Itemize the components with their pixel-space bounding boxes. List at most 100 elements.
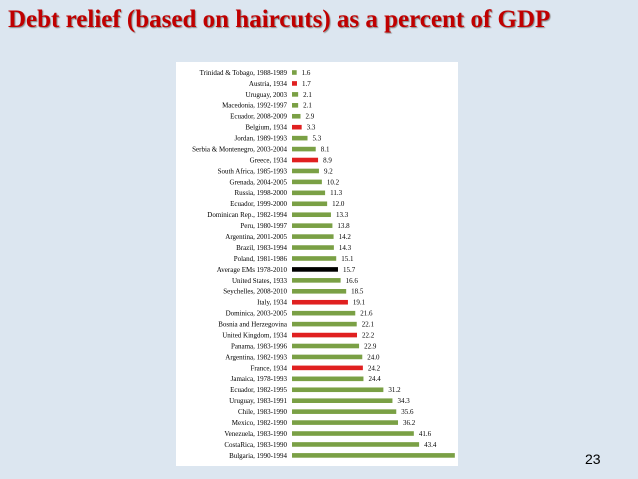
category-label: Italy, 1934 (257, 299, 287, 307)
value-label: 15.7 (343, 266, 356, 274)
bar (292, 146, 316, 152)
category-label: Macedonia, 1992-1997 (222, 102, 287, 110)
bar (292, 92, 299, 97)
category-label: Jordan, 1989-1993 (235, 135, 288, 143)
category-label: Argentina, 1982-1993 (225, 353, 287, 361)
category-label: Average EMs 1978-2010 (217, 266, 288, 274)
category-label: Serbia & Montenegro, 2003-2004 (192, 145, 287, 153)
category-label: Mexico, 1982-1990 (232, 419, 288, 427)
bar (292, 376, 364, 382)
value-label: 35.6 (401, 408, 414, 416)
category-label: United Kingdom, 1934 (222, 331, 287, 339)
bar (292, 431, 414, 436)
value-label: 36.2 (403, 419, 416, 427)
page-number: 23 (585, 451, 601, 467)
bar (292, 168, 319, 174)
value-label: 9.2 (324, 167, 333, 175)
bar (292, 365, 363, 371)
category-label: Dominica, 2003-2005 (226, 310, 288, 318)
category-label: Greece, 1934 (250, 156, 288, 164)
bar (292, 70, 297, 75)
category-label: Peru, 1980-1997 (240, 222, 287, 230)
value-label: 12.0 (332, 200, 345, 208)
value-label: 1.6 (302, 69, 311, 77)
chart-panel: Trinidad & Tobago, 1988-1989 1.6 Austria, … (176, 62, 458, 466)
category-label: Russia, 1998-2000 (235, 189, 288, 197)
bar (292, 113, 301, 119)
value-label: 34.3 (397, 397, 410, 405)
value-label: 24.0 (367, 353, 380, 361)
value-label: 16.6 (346, 277, 359, 285)
bar (292, 223, 333, 228)
bar (292, 453, 455, 458)
category-label: Grenada, 2004-2005 (229, 178, 287, 186)
bar (292, 124, 302, 130)
category-label: Uruguay, 1983-1991 (229, 397, 287, 405)
bar (292, 190, 326, 196)
value-label: 22.2 (362, 331, 375, 339)
category-label: Seychelles, 2008-2010 (223, 288, 287, 296)
value-label: 31.2 (388, 386, 401, 394)
bar (292, 179, 322, 185)
value-label: 14.2 (339, 233, 352, 241)
value-label: 19.1 (353, 299, 366, 307)
category-label: United States, 1933 (232, 277, 288, 285)
category-label: Trinidad & Tobago, 1988-1989 (200, 69, 288, 77)
value-label: 3.3 (307, 124, 316, 132)
category-label: Argentina, 2001-2005 (225, 233, 287, 241)
value-label: 2.9 (305, 113, 314, 121)
slide-title: Debt relief (based on haircuts) as a per… (8, 6, 551, 33)
value-label: 11.3 (330, 189, 342, 197)
debt-relief-bar-chart: Trinidad & Tobago, 1988-1989 1.6 Austria, … (192, 69, 455, 460)
bar (292, 212, 331, 218)
category-label: Brazil, 1983-1994 (236, 244, 287, 252)
value-label: 18.5 (351, 288, 364, 296)
value-label: 41.6 (419, 430, 432, 438)
value-label: 22.9 (364, 342, 377, 350)
bar (292, 321, 357, 327)
category-label: Jamaica, 1978-1993 (231, 375, 288, 383)
value-label: 10.2 (327, 178, 340, 186)
value-label: 24.4 (368, 375, 381, 383)
category-label: Bosnia and Herzegovina (218, 321, 288, 329)
bar (292, 409, 397, 414)
bar (292, 81, 297, 86)
value-label: 22.1 (362, 321, 375, 329)
value-label: 8.1 (321, 145, 330, 153)
category-label: Austria, 1934 (249, 80, 288, 88)
bar (292, 256, 337, 261)
value-label: 24.2 (368, 364, 381, 372)
value-label: 13.3 (336, 211, 349, 219)
value-label: 13.8 (337, 222, 350, 230)
category-label: Poland, 1981-1986 (234, 255, 288, 263)
value-label: 5.3 (313, 135, 322, 143)
value-label: 8.9 (323, 156, 332, 164)
bar (292, 310, 356, 316)
bar (292, 442, 420, 447)
category-label: South Africa, 1985-1993 (218, 167, 288, 175)
bar (292, 103, 299, 108)
bar (292, 157, 319, 163)
bar (292, 267, 338, 272)
value-label: 2.1 (303, 102, 312, 110)
bar (292, 278, 341, 283)
category-label: France, 1934 (250, 364, 287, 372)
category-label: CostaRica, 1983-1990 (224, 441, 287, 449)
category-label: Ecuador, 1982-1995 (230, 386, 287, 394)
value-label: 43.4 (424, 441, 437, 449)
category-label: Venezuela, 1983-1990 (224, 430, 287, 438)
bar (292, 343, 360, 349)
bar (292, 398, 393, 403)
bar (292, 234, 334, 239)
category-label: Bulgaria, 1990-1994 (229, 452, 287, 460)
category-label: Dominican Rep., 1982-1994 (207, 211, 287, 219)
bar (292, 354, 363, 360)
bar (292, 245, 334, 250)
category-label: Belgium, 1934 (245, 124, 287, 132)
bar (292, 332, 358, 338)
category-label: Ecuador, 2008-2009 (230, 113, 287, 121)
category-label: Panama, 1983-1996 (231, 342, 287, 350)
value-label: 2.1 (303, 91, 312, 99)
value-label: 1.7 (302, 80, 311, 88)
value-label: 21.6 (360, 310, 373, 318)
